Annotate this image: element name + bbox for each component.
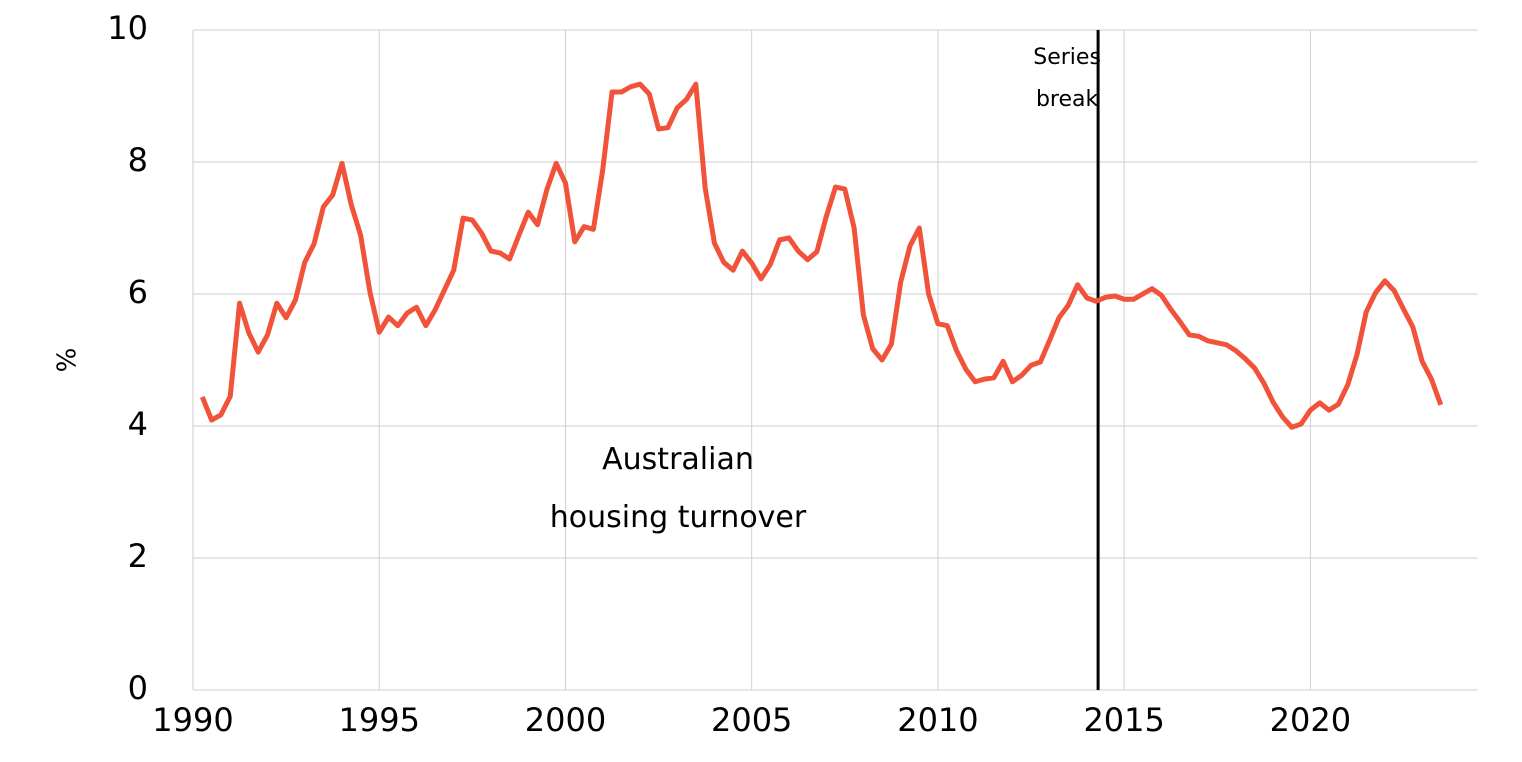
annotation: Series (1033, 45, 1101, 70)
annotation: break (1036, 87, 1099, 112)
x-tick-label: 2005 (711, 701, 792, 739)
y-tick-label: 6 (128, 273, 148, 311)
series-label: Australian housing turnover (550, 442, 807, 535)
y-tick-label: 8 (128, 141, 148, 179)
x-tick-label: 2000 (525, 701, 606, 739)
series-label-line: housing turnover (550, 500, 807, 535)
y-tick-label: 0 (128, 669, 148, 707)
x-tick-label: 1995 (339, 701, 420, 739)
series-label-line: Australian (602, 442, 754, 477)
x-tick-label: 2020 (1270, 701, 1351, 739)
y-tick-label: 10 (107, 9, 148, 47)
y-tick-label: 2 (128, 537, 148, 575)
x-tick-label: 2015 (1083, 701, 1164, 739)
x-tick-label: 1990 (152, 701, 233, 739)
y-tick-label: 4 (128, 405, 148, 443)
y-axis-label: % (53, 348, 83, 373)
line (199, 81, 1444, 430)
x-tick-label: 2010 (897, 701, 978, 739)
